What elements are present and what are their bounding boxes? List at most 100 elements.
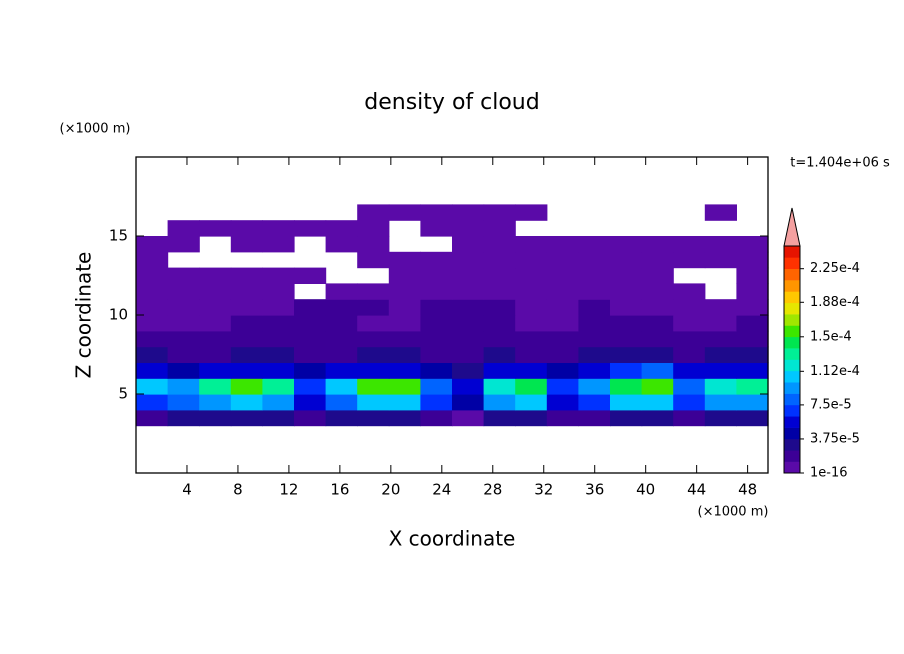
field-cell [294,330,327,348]
field-cell [230,378,263,395]
field-cell [546,299,579,316]
field-cell [704,362,737,379]
field-cell [388,378,421,395]
field-cell [452,283,485,300]
field-cell [262,236,295,253]
field-cell [388,394,421,411]
field-cell [357,362,390,379]
field-cell [673,251,706,269]
field-cell [546,330,579,348]
field-cell [578,299,611,316]
field-cell [325,283,358,300]
field-cell [673,330,706,348]
field-cell [325,362,358,379]
field-cell [136,299,169,316]
field-cell [515,409,548,427]
field-cell [704,315,737,332]
field-cell [578,409,611,427]
field-cell [325,394,358,411]
colorbar-band [784,382,800,394]
field-cell [673,378,706,395]
field-cell [357,315,390,332]
field-cell [199,330,232,348]
colorbar-band [784,404,800,417]
field-cell [483,394,516,411]
field-cell [294,299,327,316]
field-cell [136,315,169,332]
field-cell [515,378,548,395]
field-cell [515,315,548,332]
field-cell [199,409,232,427]
field-cell [673,283,706,300]
field-cell [199,394,232,411]
y-tick-label: 15 [109,227,128,245]
field-cell [673,409,706,427]
colorbar-band [784,268,800,281]
field-cell [294,346,327,363]
x-tick-label: 44 [687,481,706,499]
field-cell [167,409,200,427]
x-tick-label: 28 [483,481,502,499]
field-cell [294,267,327,284]
field-cell [736,362,769,379]
colorbar-band [784,291,800,304]
field-cell [578,346,611,363]
colorbar-label: 3.75e-5 [810,431,860,446]
field-cell [641,299,674,316]
field-cell [704,204,737,221]
field-cell [546,378,579,395]
field-cell [420,220,453,237]
field-cell [578,251,611,269]
field-cell [230,299,263,316]
field-cell [357,409,390,427]
field-cell [325,409,358,427]
colorbar-band [784,427,800,440]
colorbar-band [784,416,800,428]
field-cell [325,346,358,363]
field-cell [294,378,327,395]
field-cell [136,267,169,284]
field-cell [167,346,200,363]
field-cell [388,362,421,379]
colorbar-label: 7.5e-5 [810,397,852,412]
field-cell [388,204,421,221]
field-cell [483,409,516,427]
field-cell [483,315,516,332]
field-cell [420,409,453,427]
field-cell [704,330,737,348]
field-cell [610,236,643,253]
colorbar-band [784,393,800,406]
field-cell [388,299,421,316]
field-cell [515,362,548,379]
field-cell [673,236,706,253]
field-cell [736,315,769,332]
field-cell [420,299,453,316]
field-cell [578,283,611,300]
colorbar-band [784,325,800,338]
field-cell [357,204,390,221]
field-cell [262,330,295,348]
field-cell [673,394,706,411]
field-cell [736,394,769,411]
field-cell [357,346,390,363]
field-cell [578,330,611,348]
x-tick-label: 40 [636,481,655,499]
colorbar-band [784,370,800,383]
field-cell [388,409,421,427]
field-cell [610,267,643,284]
field-cell [515,236,548,253]
colorbar-band [784,302,800,315]
colorbar-band [784,461,800,474]
field-cell [230,220,263,237]
field-cell [578,362,611,379]
field-cell [641,315,674,332]
colorbar-frame [783,245,801,474]
chart-title: density of cloud [364,90,539,115]
field-cell [736,283,769,300]
field-cell [294,362,327,379]
field-cell [230,267,263,284]
field-cell [483,330,516,348]
x-tick-label: 20 [381,481,400,499]
field-cell [452,394,485,411]
y-unit: (×1000 m) [60,122,131,137]
